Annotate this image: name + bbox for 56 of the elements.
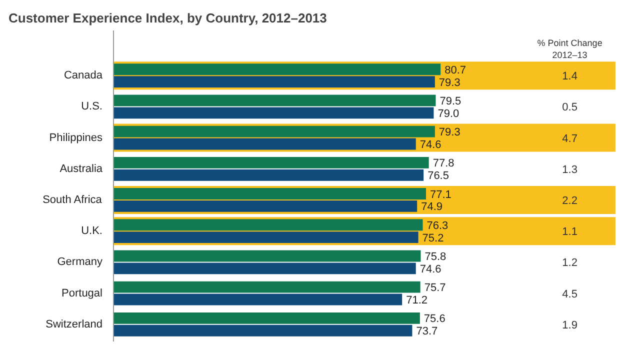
text: 1.2 xyxy=(562,257,578,270)
bar xyxy=(114,324,412,336)
y-tick-label: South Africa xyxy=(42,194,103,206)
data-label: 74.9 xyxy=(421,201,443,214)
bar xyxy=(114,219,423,231)
text: 0.5 xyxy=(562,102,578,114)
data-label: 71.2 xyxy=(406,294,428,307)
y-tick-label: Australia xyxy=(60,162,104,175)
bar xyxy=(114,200,418,212)
text: 4.7 xyxy=(562,132,578,145)
bar xyxy=(114,262,416,274)
data-label: 77.8 xyxy=(432,158,454,170)
data-label: 74.6 xyxy=(420,139,442,152)
bar xyxy=(114,232,418,244)
text: 4.5 xyxy=(562,288,578,300)
data-label: 79.5 xyxy=(440,95,462,108)
bar xyxy=(114,94,436,106)
text: 2.2 xyxy=(562,194,578,207)
bar xyxy=(114,156,429,168)
bar xyxy=(114,250,421,262)
text: 1.9 xyxy=(562,319,578,332)
text: % Point Change 2012–13 xyxy=(537,38,602,60)
bar xyxy=(114,76,435,88)
bar xyxy=(114,281,420,293)
y-tick-label: Philippines xyxy=(49,132,103,144)
data-label: 75.6 xyxy=(424,313,446,326)
bar xyxy=(114,312,420,324)
data-label: 74.6 xyxy=(420,263,442,276)
data-label: 77.1 xyxy=(430,188,452,201)
bar xyxy=(114,294,402,306)
data-label: 79.0 xyxy=(438,108,460,120)
y-tick-label: U.S. xyxy=(81,100,103,113)
y-tick-label: Portugal xyxy=(62,287,103,300)
text: 1.3 xyxy=(562,164,578,176)
text: 1.4 xyxy=(562,70,578,83)
text: 1.1 xyxy=(562,226,578,238)
data-label: 76.5 xyxy=(428,170,449,182)
data-label: 75.7 xyxy=(424,282,446,294)
data-label: 76.3 xyxy=(426,220,448,232)
data-label: 80.7 xyxy=(444,64,466,76)
bar xyxy=(114,138,416,150)
y-tick-label: Canada xyxy=(64,70,104,82)
data-label: 75.8 xyxy=(424,250,446,263)
bar xyxy=(114,126,435,138)
bar xyxy=(114,169,424,181)
bar xyxy=(114,188,426,200)
data-label: 79.3 xyxy=(438,126,460,139)
y-tick-label: U.K. xyxy=(81,225,103,238)
chart-title: Customer Experience Index, by Country, 2012–2013 xyxy=(8,10,327,26)
data-label: 75.2 xyxy=(422,232,444,244)
y-tick-label: Switzerland xyxy=(46,318,102,330)
data-label: 79.3 xyxy=(438,76,460,89)
data-label: 73.7 xyxy=(416,326,438,338)
y-tick-label: Germany xyxy=(57,256,103,268)
bar xyxy=(114,107,434,119)
bar xyxy=(114,64,441,76)
